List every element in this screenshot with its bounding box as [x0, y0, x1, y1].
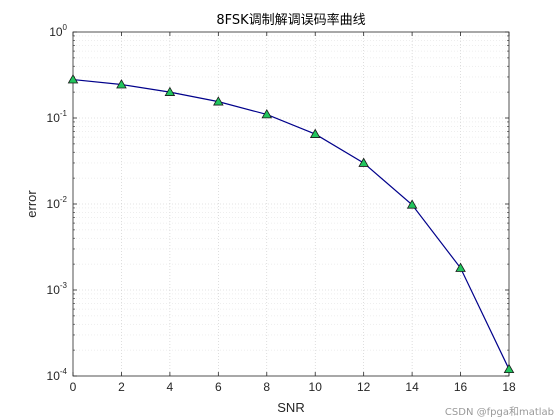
y-tick-label: 100 — [49, 23, 67, 39]
chart-title: 8FSK调制解调误码率曲线 — [216, 12, 365, 28]
y-axis-label: error — [24, 190, 39, 218]
x-tick-label: 4 — [167, 380, 174, 394]
series-line — [72, 78, 510, 370]
x-tick-label: 6 — [215, 380, 222, 394]
data-point-marker — [116, 79, 127, 89]
y-tick-label: 10-2 — [47, 195, 68, 211]
data-point-marker — [213, 96, 224, 106]
series — [67, 74, 515, 374]
data-point-marker — [261, 109, 273, 119]
grid — [73, 32, 509, 376]
y-tick-label: 10-4 — [47, 367, 68, 383]
y-tick-label: 10-1 — [47, 109, 68, 125]
x-tick-label: 12 — [357, 380, 371, 394]
data-point-marker — [406, 199, 418, 209]
x-tick-label: 14 — [405, 380, 419, 394]
y-tick-label: 10-3 — [47, 281, 68, 297]
plot-area — [73, 32, 509, 376]
x-tick-label: 0 — [70, 380, 77, 394]
x-tick-label: 18 — [502, 380, 516, 394]
data-point-marker — [164, 86, 176, 96]
x-tick-label: 2 — [118, 380, 125, 394]
x-axis-label: SNR — [277, 400, 304, 415]
x-tick-label: 10 — [309, 380, 323, 394]
x-tick-label: 16 — [454, 380, 468, 394]
data-point-marker — [455, 262, 466, 272]
data-point-marker — [67, 74, 79, 84]
tick-labels: 0 2 4 6 8 10 12 14 16 18 10-4 10-3 10-2 10-1 100 — [47, 23, 516, 394]
x-tick-label: 8 — [263, 380, 270, 394]
data-point-marker — [503, 363, 515, 374]
axis-ticks — [72, 31, 510, 377]
watermark: CSDN @fpga和matlab — [444, 407, 554, 418]
data-point-marker — [358, 157, 369, 167]
data-point-marker — [309, 128, 321, 138]
